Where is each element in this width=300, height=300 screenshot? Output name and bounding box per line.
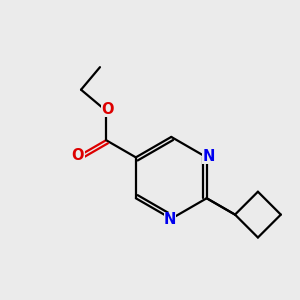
Text: O: O bbox=[72, 148, 84, 164]
Text: N: N bbox=[202, 149, 215, 164]
Text: O: O bbox=[101, 102, 114, 117]
Text: N: N bbox=[164, 212, 176, 227]
